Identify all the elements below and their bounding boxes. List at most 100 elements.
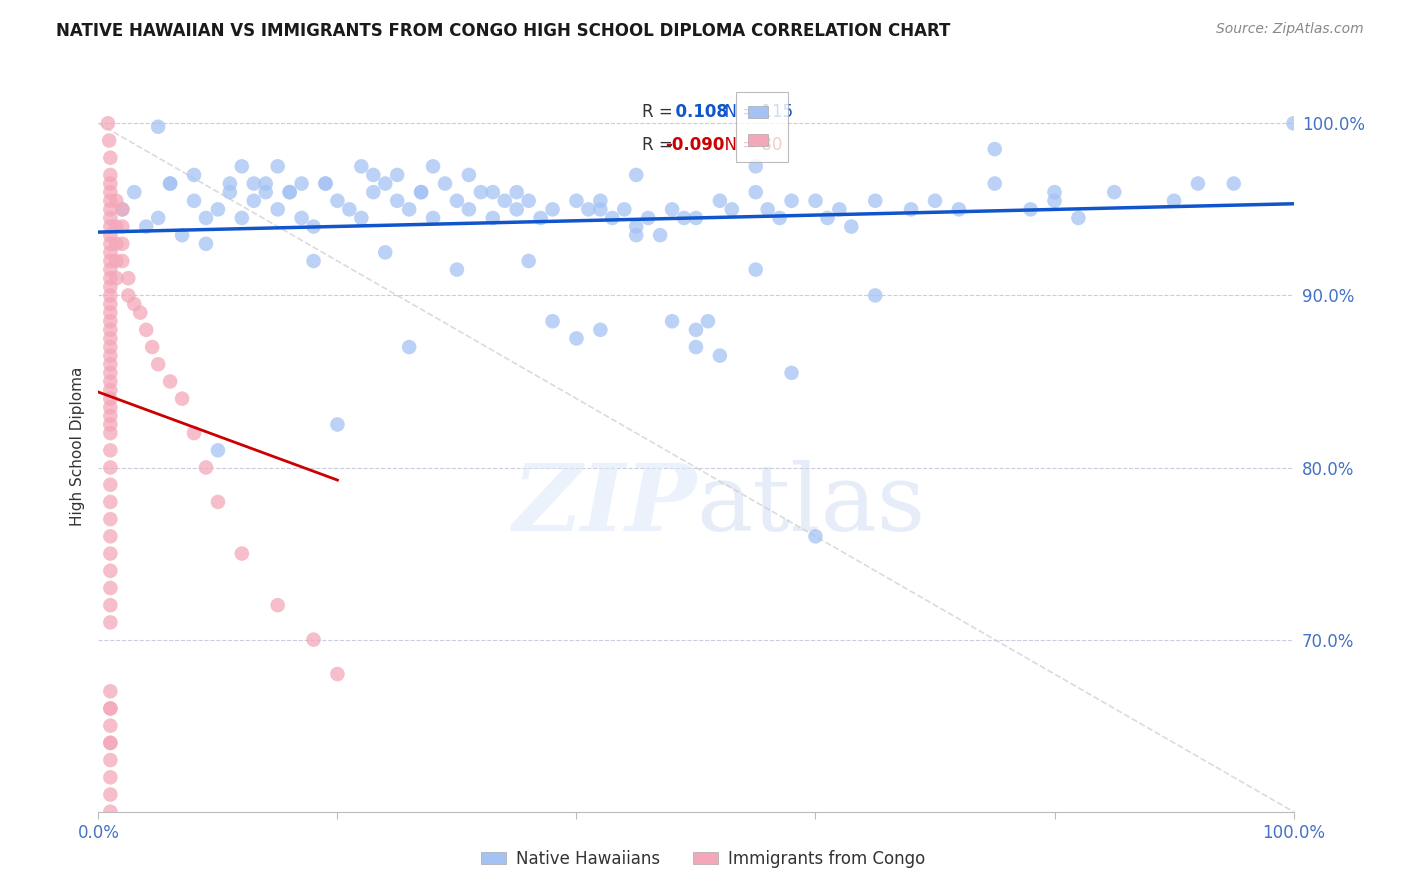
Point xyxy=(422,159,444,173)
Point xyxy=(98,788,122,802)
Point xyxy=(98,340,122,354)
Point xyxy=(589,194,612,208)
Point xyxy=(183,426,205,441)
Text: atlas: atlas xyxy=(696,459,925,549)
Point xyxy=(98,236,122,251)
Point xyxy=(135,323,157,337)
Point xyxy=(97,116,120,130)
Point xyxy=(98,701,122,715)
Point xyxy=(411,185,433,199)
Point xyxy=(709,194,731,208)
Point xyxy=(141,340,163,354)
Point xyxy=(411,185,433,199)
Point xyxy=(446,262,468,277)
Point xyxy=(458,168,481,182)
Point xyxy=(815,211,838,225)
Text: 0.108: 0.108 xyxy=(664,103,727,121)
Point xyxy=(98,288,122,302)
Point xyxy=(98,460,122,475)
Point xyxy=(219,185,242,199)
Point xyxy=(98,598,122,612)
Point xyxy=(159,177,181,191)
Point xyxy=(745,185,768,199)
Point xyxy=(697,314,720,328)
Point xyxy=(517,254,540,268)
Point xyxy=(626,228,648,243)
Point xyxy=(98,297,122,311)
Point xyxy=(207,495,229,509)
Legend: Native Hawaiians, Immigrants from Congo: Native Hawaiians, Immigrants from Congo xyxy=(474,844,932,875)
Point xyxy=(745,262,768,277)
Point xyxy=(589,323,612,337)
Point xyxy=(195,460,218,475)
Point xyxy=(98,753,122,767)
Point xyxy=(159,375,181,389)
Point xyxy=(865,288,887,302)
Point xyxy=(385,168,409,182)
Point xyxy=(98,443,122,458)
Point xyxy=(578,202,600,217)
Point xyxy=(243,177,266,191)
Point xyxy=(148,120,170,134)
Point xyxy=(804,194,827,208)
Point xyxy=(98,202,122,217)
Point xyxy=(183,194,205,208)
Point xyxy=(111,202,134,217)
Point xyxy=(98,280,122,294)
Point xyxy=(326,667,349,681)
Point xyxy=(422,211,444,225)
Point xyxy=(254,185,277,199)
Point xyxy=(98,245,122,260)
Point xyxy=(148,211,170,225)
Point xyxy=(350,211,373,225)
Point xyxy=(207,202,229,217)
Point xyxy=(494,194,516,208)
Point xyxy=(685,323,707,337)
Point xyxy=(530,211,553,225)
Point xyxy=(98,314,122,328)
Point xyxy=(105,271,128,285)
Point xyxy=(363,168,385,182)
Point xyxy=(111,219,134,234)
Point xyxy=(98,719,122,733)
Point xyxy=(111,254,134,268)
Point xyxy=(278,185,301,199)
Point xyxy=(398,202,420,217)
Point xyxy=(1067,211,1090,225)
Text: R =: R = xyxy=(643,136,673,153)
Point xyxy=(98,401,122,415)
Point xyxy=(231,547,253,561)
Point xyxy=(98,495,122,509)
Point xyxy=(828,202,851,217)
Point xyxy=(111,202,134,217)
Point xyxy=(267,159,290,173)
Point xyxy=(231,211,253,225)
Point xyxy=(780,194,803,208)
Point xyxy=(98,323,122,337)
Point xyxy=(105,219,128,234)
Point xyxy=(98,349,122,363)
Point xyxy=(648,228,672,243)
Point xyxy=(315,177,337,191)
Point xyxy=(124,297,146,311)
Point xyxy=(98,366,122,380)
Point xyxy=(1163,194,1185,208)
Point xyxy=(1043,194,1066,208)
Point xyxy=(804,529,827,543)
Point xyxy=(105,236,128,251)
Point xyxy=(984,177,1007,191)
Point xyxy=(98,805,122,819)
Point xyxy=(446,194,468,208)
Point xyxy=(98,194,122,208)
Point xyxy=(1043,185,1066,199)
Point xyxy=(98,684,122,698)
Point xyxy=(602,211,624,225)
Point xyxy=(291,211,314,225)
Point xyxy=(626,168,648,182)
Text: ZIP: ZIP xyxy=(512,459,696,549)
Point xyxy=(363,185,385,199)
Text: Source: ZipAtlas.com: Source: ZipAtlas.com xyxy=(1216,22,1364,37)
Point xyxy=(98,151,122,165)
Point xyxy=(267,202,290,217)
Point xyxy=(768,211,790,225)
